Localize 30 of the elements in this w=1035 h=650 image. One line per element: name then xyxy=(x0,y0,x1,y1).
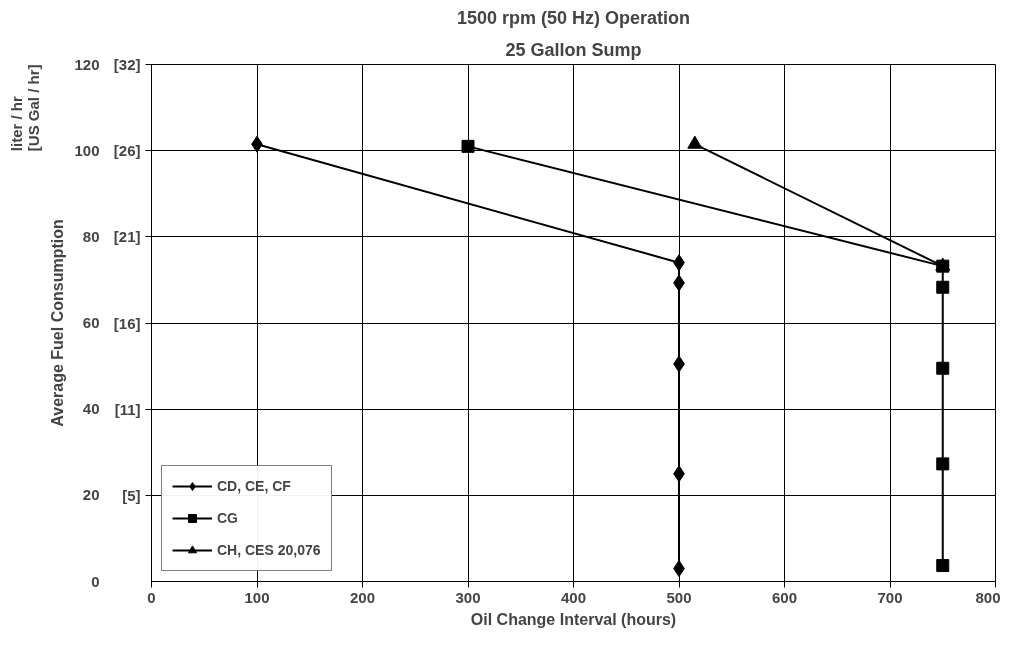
y-axis-title: Average Fuel Consumption xyxy=(49,219,67,427)
y2-tick-label: [11] xyxy=(114,400,141,418)
y2-tick-label: [21] xyxy=(113,228,141,246)
legend-label: CG xyxy=(217,510,238,526)
x-tick-label: 700 xyxy=(877,588,903,606)
y-tick-label: 100 xyxy=(74,141,100,159)
x-tick-label: 300 xyxy=(455,588,481,606)
y-tick-label: 80 xyxy=(82,227,100,245)
chart-subtitle: 25 Gallon Sump xyxy=(505,39,642,60)
x-tick-label: 800 xyxy=(975,588,1001,606)
x-tick-label: 500 xyxy=(666,588,692,606)
y2-tick-label: [5] xyxy=(122,486,141,504)
y-tick-label: 120 xyxy=(74,55,100,73)
legend-label: CD, CE, CF xyxy=(217,478,291,494)
chart-title: 1500 rpm (50 Hz) Operation xyxy=(456,7,691,28)
text: liter / hr [US Gal / hr] xyxy=(7,64,42,152)
y2-tick-label: [26] xyxy=(113,142,141,160)
x-tick-label: 0 xyxy=(147,588,156,606)
x-tick-label: 400 xyxy=(560,588,587,606)
x-tick-label: 200 xyxy=(349,588,376,606)
y2-tick-label: [16] xyxy=(113,314,141,332)
legend-label: CH, CES 20,076 xyxy=(217,542,321,558)
y2-tick-label: [32] xyxy=(113,56,141,73)
y-tick-label: 0 xyxy=(91,572,100,590)
x-axis-title: Oil Change Interval (hours) xyxy=(470,610,677,628)
y-tick-label: 20 xyxy=(82,486,100,504)
y-tick-label: 40 xyxy=(82,400,100,418)
x-tick-label: 100 xyxy=(244,588,270,606)
y-tick-label: 60 xyxy=(82,314,100,331)
x-tick-label: 600 xyxy=(771,588,798,606)
